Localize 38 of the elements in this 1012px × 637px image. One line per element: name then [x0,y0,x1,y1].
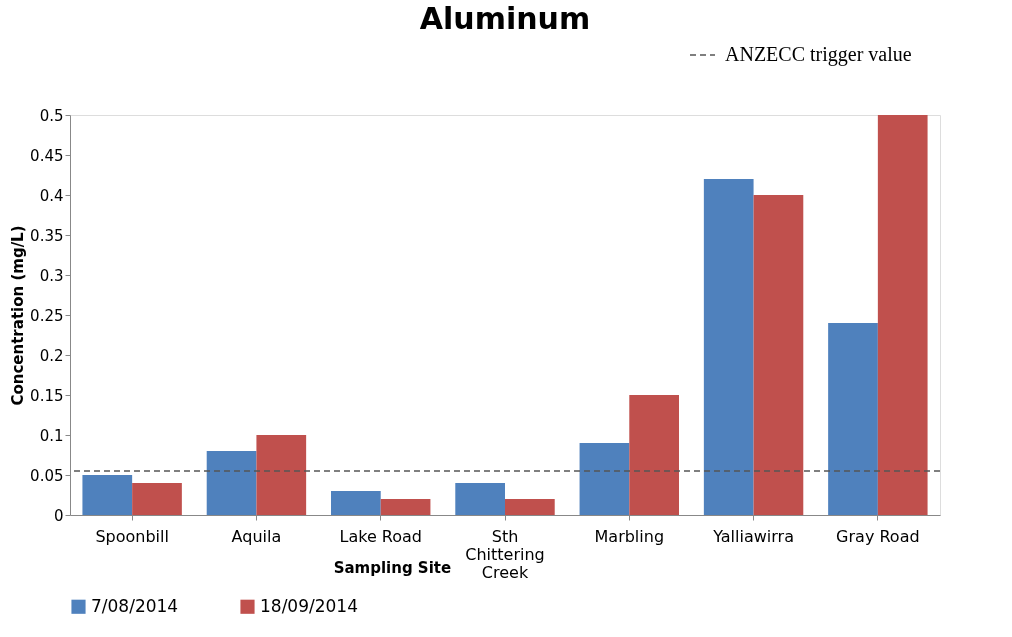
legend-label: 18/09/2014 [260,595,358,616]
y-tick-label: 0.45 [30,146,64,165]
bar [380,499,431,515]
x-tick-label: Lake Road [339,526,422,546]
y-tick-label: 0.15 [30,386,64,405]
bar [256,435,307,515]
bar [132,483,182,515]
x-tick-label: Gray Road [836,526,920,546]
chart-title: Aluminum [419,1,591,36]
y-tick-label: 0.35 [30,226,64,245]
y-axis-title: Concentration (mg/L) [9,225,28,406]
legend-label: ANZECC trigger value [725,43,912,66]
y-tick-label: 0.1 [39,426,64,445]
x-tick-label: Spoonbill [95,526,169,546]
y-tick-label: 0.05 [30,466,64,485]
bar [82,475,133,515]
x-tick-label: Aquila [231,526,282,546]
y-tick-label: 0 [53,506,64,525]
y-tick-label: 0.4 [39,186,64,205]
bar [206,451,257,515]
x-tick-label: Marbling [594,526,665,546]
bar [629,395,679,515]
y-tick-label: 0.5 [39,106,64,125]
bar [455,483,505,515]
y-tick-label: 0.25 [30,306,64,325]
bar [753,195,804,515]
bar [703,179,754,515]
bar [579,443,630,515]
bar [331,491,381,515]
legend-label: 7/08/2014 [91,595,179,616]
x-tick-label: Yalliawirra [712,526,794,546]
y-tick-label: 0.3 [39,266,64,285]
bar [877,115,928,515]
y-tick-label: 0.2 [39,346,64,365]
x-tick-label: Sth Chittering Creek [465,526,545,582]
bar [505,499,555,515]
x-axis-title: Sampling Site [333,558,452,577]
bar [828,323,878,515]
